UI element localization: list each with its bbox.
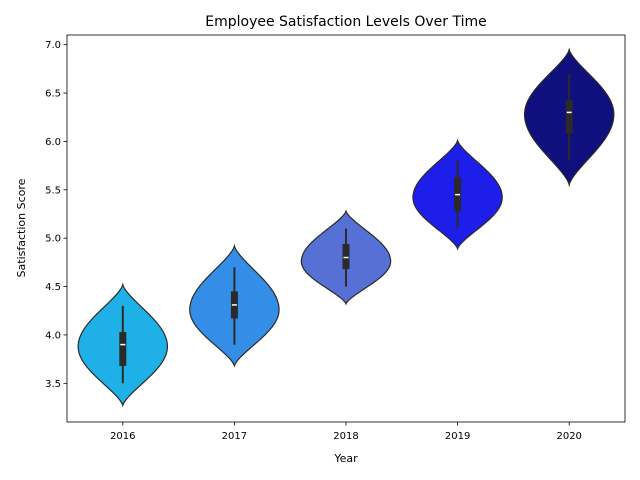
y-tick-label: 6.5 <box>45 89 61 100</box>
violins-layer <box>77 47 615 408</box>
chart-title: Employee Satisfaction Levels Over Time <box>205 14 486 30</box>
y-tick-label: 7.0 <box>45 40 61 51</box>
y-tick-label: 4.0 <box>45 330 61 341</box>
violin-iqr-box-2016 <box>119 332 127 366</box>
x-axis: 2016 2017 2018 2019 2020 <box>110 422 582 442</box>
x-tick-label: 2018 <box>333 431 358 442</box>
violin-iqr-box-2018 <box>342 243 350 270</box>
x-axis-label: Year <box>333 452 358 465</box>
x-tick-label: 2017 <box>222 431 247 442</box>
y-axis: 3.5 4.0 4.5 5.0 5.5 6.0 6.5 7.0 <box>45 40 67 390</box>
y-tick-label: 6.0 <box>45 137 61 148</box>
violin-iqr-box-2020 <box>565 99 573 134</box>
x-tick-label: 2016 <box>110 431 135 442</box>
y-tick-label: 3.5 <box>45 379 61 390</box>
y-tick-label: 5.5 <box>45 185 61 196</box>
y-tick-label: 5.0 <box>45 234 61 245</box>
y-axis-label: Satisfaction Score <box>15 178 28 277</box>
y-tick-label: 4.5 <box>45 282 61 293</box>
x-tick-label: 2019 <box>445 431 470 442</box>
x-tick-label: 2020 <box>556 431 581 442</box>
plot-frame <box>66 34 626 423</box>
